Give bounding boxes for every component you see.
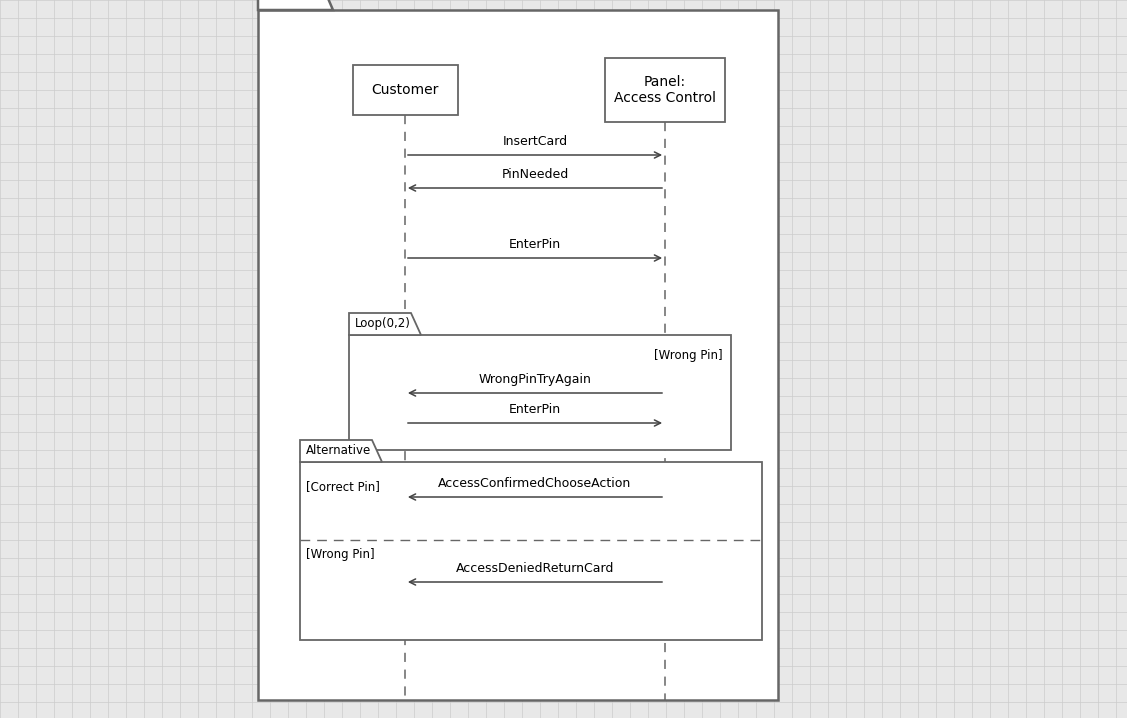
Text: EnterPin: EnterPin bbox=[509, 403, 561, 416]
Text: sd ATM: sd ATM bbox=[265, 0, 317, 4]
Text: [Wrong Pin]: [Wrong Pin] bbox=[307, 548, 374, 561]
Bar bbox=[349, 335, 731, 450]
Bar bbox=[353, 65, 458, 115]
Polygon shape bbox=[258, 0, 332, 10]
Polygon shape bbox=[300, 440, 382, 462]
Text: Loop(0,2): Loop(0,2) bbox=[355, 317, 411, 330]
Text: Customer: Customer bbox=[371, 83, 438, 97]
Text: EnterPin: EnterPin bbox=[509, 238, 561, 251]
Bar bbox=[605, 58, 725, 122]
Text: Panel:
Access Control: Panel: Access Control bbox=[614, 75, 716, 105]
Text: PinNeeded: PinNeeded bbox=[502, 168, 569, 181]
Text: AccessConfirmedChooseAction: AccessConfirmedChooseAction bbox=[438, 477, 631, 490]
Polygon shape bbox=[349, 313, 421, 335]
Text: WrongPinTryAgain: WrongPinTryAgain bbox=[479, 373, 592, 386]
Text: AccessDeniedReturnCard: AccessDeniedReturnCard bbox=[455, 562, 614, 575]
Text: Alternative: Alternative bbox=[307, 444, 371, 457]
Bar bbox=[300, 462, 762, 640]
Bar bbox=[258, 10, 778, 700]
Text: InsertCard: InsertCard bbox=[503, 135, 568, 148]
Text: [Wrong Pin]: [Wrong Pin] bbox=[655, 349, 724, 362]
Text: [Correct Pin]: [Correct Pin] bbox=[307, 480, 380, 493]
